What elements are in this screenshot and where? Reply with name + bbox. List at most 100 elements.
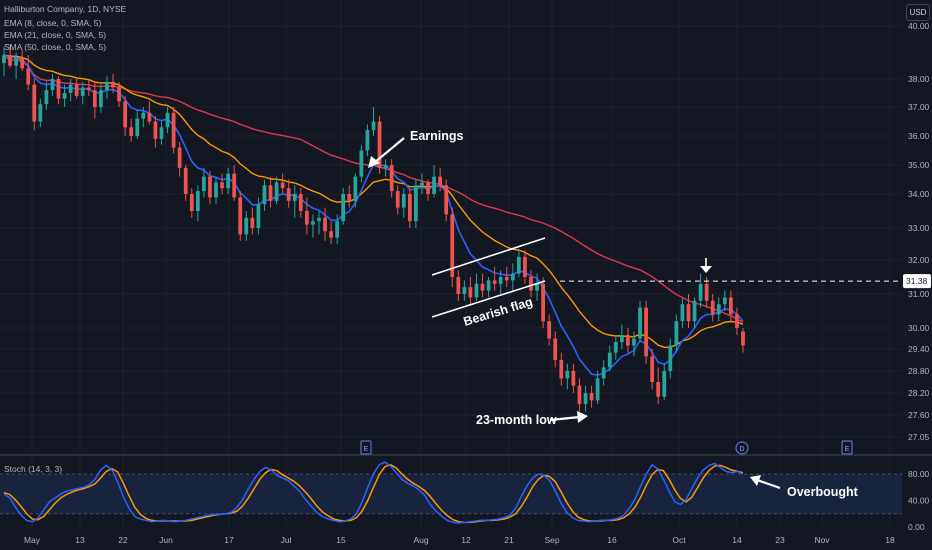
- candle-down: [26, 68, 31, 85]
- candle-up: [595, 378, 600, 401]
- price-tick-label: 27.60: [908, 410, 930, 420]
- time-tick-label: 21: [504, 535, 514, 545]
- candle-down: [686, 304, 691, 322]
- candle-down: [504, 277, 509, 281]
- current-price-label: 31.38: [906, 276, 928, 286]
- dividend-marker: [735, 441, 749, 455]
- candle-up: [510, 273, 515, 281]
- candle-down: [407, 194, 412, 222]
- price-tick-label: 32.00: [908, 255, 930, 265]
- candle-up: [462, 287, 467, 294]
- candle-up: [498, 277, 503, 284]
- candle-down: [147, 112, 152, 122]
- time-tick-label: 18: [885, 535, 895, 545]
- candle-up: [662, 371, 667, 397]
- candle-up: [632, 338, 636, 346]
- candle-up: [692, 300, 697, 322]
- candle-up: [341, 194, 346, 222]
- candle-up: [335, 221, 340, 238]
- symbol-title: Halliburton Company, 1D, NYSE: [4, 4, 127, 14]
- candle-down: [735, 314, 739, 328]
- price-tick-label: 40.00: [908, 21, 930, 31]
- candle-up: [359, 150, 364, 177]
- time-tick-label: 23: [775, 535, 785, 545]
- time-tick-label: Jun: [159, 535, 173, 545]
- candle-up: [353, 176, 358, 201]
- candle-up: [274, 182, 279, 201]
- time-tick-label: Oct: [672, 535, 686, 545]
- ema21-line: [3, 54, 744, 349]
- time-tick-label: 16: [607, 535, 617, 545]
- candle-up: [14, 57, 18, 66]
- price-tick-label: 34.00: [908, 189, 930, 199]
- candle-up: [401, 194, 406, 208]
- earnings-marker: [841, 440, 853, 455]
- candle-down: [183, 167, 188, 194]
- candle-down: [323, 217, 327, 232]
- candle-up: [262, 185, 267, 205]
- candle-up: [565, 371, 570, 379]
- candle-up: [414, 185, 418, 222]
- candle-down: [20, 57, 25, 69]
- candle-up: [680, 304, 685, 322]
- current-price-tag: [903, 274, 931, 289]
- time-tick-label: 14: [732, 535, 742, 545]
- candle-up: [214, 182, 218, 198]
- candle-down: [650, 356, 655, 382]
- candle-down: [232, 173, 237, 198]
- candle-down: [86, 87, 91, 91]
- currency-button[interactable]: USD: [906, 4, 930, 21]
- candle-down: [426, 182, 430, 194]
- candle-up: [62, 93, 67, 99]
- time-tick-label: 22: [118, 535, 128, 545]
- flag-lower-line: [431, 280, 546, 318]
- candle-up: [716, 304, 721, 315]
- time-tick-label: Jul: [281, 535, 292, 545]
- candle-down: [389, 165, 394, 192]
- candle-down: [238, 197, 243, 235]
- price-tick-label: 30.00: [908, 323, 930, 333]
- candle-up: [38, 104, 43, 122]
- time-axis[interactable]: May 13 22 Jun 17 Jul 15 Aug 12 21 Sep 16 Oct 14 23 Nov 1…: [24, 535, 895, 545]
- candle-down: [298, 194, 303, 211]
- earnings-marker-label: E: [845, 446, 850, 453]
- candle-down: [559, 360, 564, 379]
- overbought-label: Overbought: [787, 485, 859, 499]
- candle-down: [450, 214, 455, 277]
- candles: [2, 44, 745, 412]
- candle-up: [165, 112, 170, 128]
- top-arrow-head: [700, 266, 712, 273]
- price-tick-label: 31.00: [908, 289, 930, 299]
- candle-up: [292, 194, 297, 201]
- ema8-legend: EMA (8, close, 0, SMA, 5): [4, 18, 102, 28]
- candle-down: [704, 283, 709, 301]
- candle-up: [195, 191, 200, 211]
- price-tick-label: 28.20: [908, 388, 930, 398]
- price-tick-label: 28.80: [908, 366, 930, 376]
- candle-down: [468, 287, 473, 298]
- price-tick-label: 29.40: [908, 344, 930, 354]
- candle-down: [56, 79, 61, 99]
- candle-down: [529, 277, 533, 291]
- candle-down: [741, 331, 745, 346]
- time-tick-label: Aug: [413, 535, 428, 545]
- candle-up: [432, 176, 436, 194]
- candle-down: [111, 81, 115, 88]
- candle-down: [571, 371, 576, 386]
- stochastic-band: [0, 474, 902, 514]
- low-arrow-shaft: [549, 415, 581, 422]
- time-tick-label: May: [24, 535, 41, 545]
- candle-down: [656, 382, 661, 397]
- time-tick-label: 13: [75, 535, 85, 545]
- stochastic-d-line: [3, 463, 744, 524]
- candle-up: [371, 121, 376, 131]
- price-axis[interactable]: 40.00 38.00 37.00 36.00 35.00 34.00 33.00 32.00…: [908, 21, 930, 532]
- candle-up: [44, 90, 49, 105]
- earnings-marker-label: E: [364, 446, 369, 453]
- candle-up: [674, 321, 679, 346]
- price-tick-label: 38.00: [908, 74, 930, 84]
- ema21-legend: EMA (21, close, 0, SMA, 5): [4, 30, 107, 40]
- low-label: 23-month low: [476, 413, 557, 427]
